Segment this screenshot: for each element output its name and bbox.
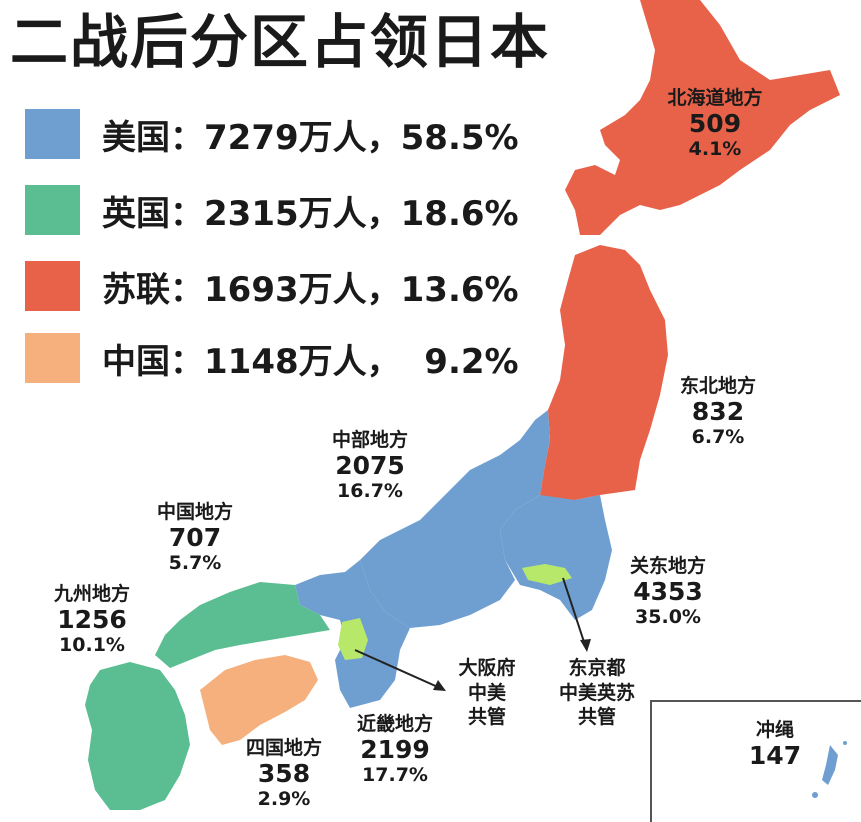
region-name: 中部地方 (331, 429, 409, 451)
legend-label-usa: 美国：7279万人，58.5% (102, 117, 519, 158)
kyushu-region (85, 662, 190, 810)
region-population: 509 (688, 108, 742, 138)
legend-swatch-usa (25, 109, 80, 159)
legend-item-china: 中国：1148万人， 9.2% (25, 332, 519, 384)
region-population: 707 (168, 522, 222, 552)
osaka-arrow (354, 649, 441, 689)
legend-label-china: 中国：1148万人， 9.2% (102, 341, 519, 382)
map-title: 二战后分区占领日本 (10, 8, 551, 76)
region-label-chubu: 中部地方 2075 16.7% (331, 429, 409, 502)
legend-swatch-china (25, 333, 80, 383)
tohoku-region (540, 245, 668, 500)
kanto-region (500, 495, 612, 620)
region-percent: 17.7% (362, 763, 428, 786)
region-name: 近畿地方 (356, 713, 434, 735)
region-percent: 10.1% (59, 633, 125, 656)
osaka-arrowhead (433, 680, 446, 691)
region-name: 中国地方 (156, 501, 234, 523)
region-percent: 4.1% (688, 137, 742, 160)
annotation-tokyo: 东京都 中美英苏 共管 (559, 656, 635, 730)
shikoku-region (200, 655, 318, 745)
region-label-shikoku: 四国地方 358 2.9% (245, 737, 323, 810)
region-population: 832 (691, 396, 745, 426)
region-label-kinki: 近畿地方 2199 17.7% (356, 713, 434, 786)
region-percent: 5.7% (168, 551, 222, 574)
annotation-line: 共管 (577, 706, 617, 729)
legend-item-ussr: 苏联：1693万人，13.6% (25, 260, 519, 312)
legend-swatch-uk (25, 185, 80, 235)
legend-item-usa: 美国：7279万人，58.5% (25, 108, 519, 160)
okinawa-islands (812, 741, 847, 798)
region-population: 1256 (57, 604, 127, 634)
legend-swatch-ussr (25, 261, 80, 311)
tokyo-arrowhead (580, 639, 591, 652)
annotation-line: 大阪府 (458, 657, 516, 679)
region-name: 四国地方 (245, 737, 323, 759)
region-name: 东北地方 (679, 375, 757, 397)
hokkaido-region (565, 0, 840, 235)
annotation-line: 东京都 (568, 657, 626, 679)
chugoku-region (155, 582, 330, 668)
region-name: 北海道地方 (667, 87, 763, 109)
legend-label-ussr: 苏联：1693万人，13.6% (102, 269, 519, 310)
region-label-hokkaido: 北海道地方 509 4.1% (667, 87, 763, 160)
region-percent: 2.9% (257, 787, 311, 810)
okinawa-inset (650, 700, 861, 822)
region-population: 147 (748, 740, 802, 770)
region-name: 冲绳 (755, 719, 794, 741)
tokyo-joint-zone (522, 564, 572, 585)
okinawa-island (822, 745, 838, 785)
tokyo-arrow (562, 577, 586, 646)
annotation-line: 共管 (467, 706, 507, 729)
region-label-tohoku: 东北地方 832 6.7% (679, 375, 757, 448)
region-population: 2075 (335, 450, 405, 480)
region-name: 九州地方 (53, 583, 131, 605)
region-name: 关东地方 (629, 555, 707, 577)
okinawa-islet (812, 792, 818, 798)
region-label-kyushu: 九州地方 1256 10.1% (53, 583, 131, 656)
annotation-line: 中美英苏 (558, 681, 636, 704)
region-label-kanto: 关东地方 4353 35.0% (629, 555, 707, 628)
legend-label-uk: 英国：2315万人，18.6% (102, 193, 519, 234)
okinawa-islet (843, 741, 847, 745)
annotation-osaka: 大阪府 中美 共管 (458, 656, 515, 730)
region-label-okinawa: 冲绳 147 (748, 719, 802, 771)
region-label-chugoku: 中国地方 707 5.7% (156, 501, 234, 574)
region-percent: 35.0% (635, 605, 701, 628)
region-population: 2199 (360, 734, 430, 764)
annotation-line: 中美 (467, 681, 507, 704)
chubu-region (360, 410, 550, 628)
region-population: 4353 (633, 576, 703, 606)
region-percent: 16.7% (337, 479, 403, 502)
region-percent: 6.7% (691, 425, 745, 448)
region-population: 358 (257, 758, 311, 788)
legend-item-uk: 英国：2315万人，18.6% (25, 184, 519, 236)
osaka-joint-zone (338, 618, 368, 660)
